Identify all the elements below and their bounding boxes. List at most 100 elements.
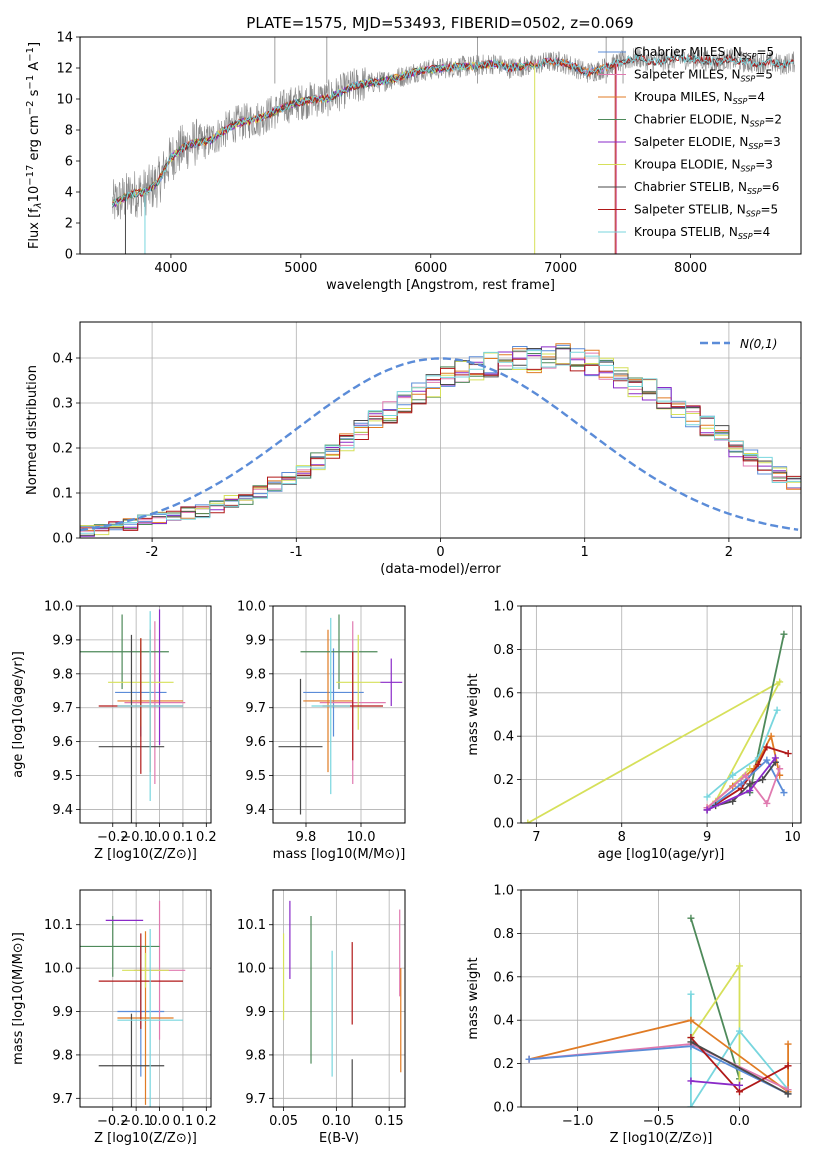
y-tick-label: 2 — [65, 217, 73, 232]
plot-frame — [79, 605, 212, 824]
y-tick-label: 1.0 — [493, 884, 514, 899]
y-tick-label: 9.8 — [52, 1048, 73, 1063]
y-tick-label: 0.8 — [493, 643, 514, 658]
y-tick-label: 0.4 — [52, 352, 73, 367]
y-axis-label-part: 10 — [27, 186, 42, 203]
x-axis-label: mass [log10(M/M⊙)] — [273, 847, 406, 862]
legend-entry: Kroupa ELODIE, NSSP=3 — [634, 158, 773, 174]
y-tick-label: 6 — [65, 155, 73, 170]
x-axis-label: (data-model)/error — [380, 562, 501, 577]
mass-weight-marker — [776, 678, 784, 686]
legend-name: Chabrier STELIB, N — [634, 180, 747, 194]
y-tick-label: 0.2 — [493, 1057, 514, 1072]
plot-frame — [79, 321, 802, 539]
x-tick-label: 8000 — [674, 261, 707, 276]
age_vs_mass-plot-area — [278, 614, 403, 815]
legend-entry: Salpeter STELIB, NSSP=5 — [634, 203, 778, 219]
y-tick-label: 9.7 — [245, 701, 266, 716]
model-spectrum-line — [112, 53, 795, 208]
legend-entry: Salpeter MILES, NSSP=5 — [634, 68, 773, 84]
legend-name: Salpeter ELODIE, N — [634, 135, 748, 149]
y-tick-label: 0.8 — [493, 927, 514, 942]
y-tick-label: 0.4 — [493, 730, 514, 745]
y-tick-label: 0.3 — [52, 397, 73, 412]
y-tick-label: 0 — [65, 248, 73, 263]
y-tick-label: 10.0 — [237, 600, 266, 615]
model-spectrum-line — [112, 60, 534, 207]
x-tick-label: −0.1 — [120, 1114, 152, 1129]
mass-weight-marker — [735, 1027, 743, 1035]
mass-weight-marker — [763, 799, 771, 807]
y-tick-label: 0.2 — [52, 442, 73, 457]
mass-weight-marker — [687, 914, 695, 922]
y-tick-label: 9.9 — [245, 633, 266, 648]
y-tick-label: 9.9 — [52, 633, 73, 648]
mass-weight-marker — [735, 1081, 743, 1089]
age_vs_Z-plot-area — [80, 609, 186, 823]
y-axis-label-part: ] — [27, 42, 42, 47]
legend-subscript: SSP — [747, 187, 762, 196]
mass-weight-marker — [703, 806, 711, 814]
x-tick-label: 0.0 — [149, 830, 170, 845]
y-tick-label: 9.7 — [52, 1092, 73, 1107]
y-tick-label: 9.5 — [52, 769, 73, 784]
legend-subscript: SSP — [748, 142, 763, 151]
x-tick-label: 8 — [618, 830, 626, 845]
mass-weight-marker — [767, 732, 775, 740]
mass-weight-marker — [746, 786, 754, 794]
legend-value: =6 — [762, 180, 780, 194]
legend-subscript: SSP — [733, 97, 748, 106]
mass-weight-line — [690, 917, 741, 1080]
y-tick-label: 0.4 — [493, 1014, 514, 1029]
legend-value: =5 — [755, 68, 773, 82]
mass-weight-marker — [687, 1038, 695, 1046]
legend-value: =3 — [763, 135, 781, 149]
y-tick-label: 9.8 — [245, 667, 266, 682]
y-tick-label: 9.8 — [245, 1048, 266, 1063]
mass-weight-line — [527, 679, 782, 823]
legend-subscript: SSP — [742, 52, 757, 61]
mass-weight-marker — [780, 789, 788, 797]
y-axis-label-part: −2 — [25, 100, 36, 115]
legend-entry: Chabrier STELIB, NSSP=6 — [634, 180, 779, 196]
legend-value: =5 — [756, 45, 774, 59]
x-tick-label: 0.1 — [173, 1114, 194, 1129]
legend-value: =3 — [755, 158, 773, 172]
mass-weight-marker — [784, 750, 792, 758]
plot-frame — [79, 889, 212, 1108]
y-tick-label: 0.1 — [52, 487, 73, 502]
mass_vs_ebv-panel — [269, 889, 406, 1111]
legend-entry: Chabrier MILES, NSSP=5 — [634, 45, 774, 61]
legend-subscript: SSP — [750, 120, 765, 129]
y-tick-label: 9.4 — [52, 803, 73, 818]
y-axis-label-part: −1 — [25, 75, 36, 90]
residuals-panel — [76, 321, 802, 542]
spectrum-plot-area — [112, 37, 795, 254]
plot-frame — [520, 605, 802, 824]
x-tick-label: 6000 — [414, 261, 447, 276]
x-tick-label: 7000 — [544, 261, 577, 276]
legend-value: =4 — [747, 90, 765, 104]
mass-weight-marker — [737, 780, 745, 788]
mass-weight-marker — [735, 962, 743, 970]
legend-value: =4 — [753, 225, 771, 239]
legend-name: Salpeter STELIB, N — [634, 203, 746, 217]
y-tick-label: 10.0 — [237, 962, 266, 977]
x-tick-label: 10 — [784, 830, 801, 845]
age_vs_Z-panel — [76, 605, 212, 827]
y-tick-label: 9.9 — [245, 1005, 266, 1020]
mass-weight-marker — [735, 1088, 743, 1096]
legend-subscript: SSP — [746, 210, 761, 219]
weight_vs_Z-plot-area — [525, 914, 792, 1107]
y-axis-label-part: s — [27, 89, 42, 100]
plot-frame — [272, 889, 406, 1108]
legend-subscript: SSP — [741, 75, 756, 84]
legend-name: Salpeter MILES, N — [634, 68, 741, 82]
mass-weight-marker — [780, 630, 788, 638]
y-tick-label: 9.9 — [52, 1005, 73, 1020]
y-tick-label: 0.6 — [493, 686, 514, 701]
legend-name: Chabrier ELODIE, N — [634, 113, 750, 127]
mass-weight-marker — [525, 1055, 533, 1063]
x-tick-label: 0.2 — [196, 1114, 217, 1129]
